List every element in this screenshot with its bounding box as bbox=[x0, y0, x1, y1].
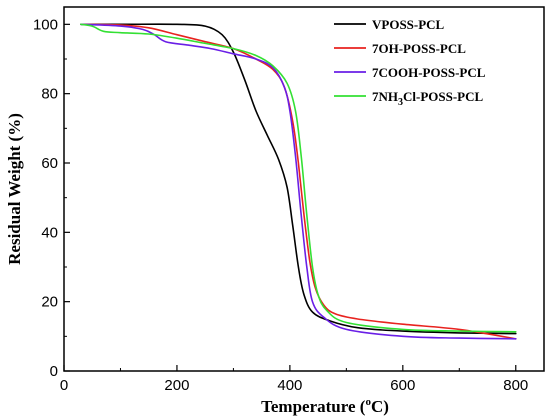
legend-label-7nh3cl-poss-pcl: 7NH3Cl-POSS-PCL bbox=[372, 89, 484, 108]
series-line-vposs-pcl bbox=[80, 23, 517, 335]
y-tick-label: 100 bbox=[33, 16, 58, 33]
x-axis-title: Temperature (oC) bbox=[261, 396, 389, 416]
y-tick-label: 0 bbox=[50, 363, 58, 380]
legend-label-7oh-poss-pcl: 7OH-POSS-PCL bbox=[372, 41, 466, 56]
x-tick-label: 0 bbox=[60, 377, 68, 394]
y-axis-ticks: 0 20 40 60 80 100 bbox=[33, 16, 70, 380]
y-axis-title: Residual Weight (%) bbox=[5, 113, 24, 265]
plot-frame bbox=[63, 6, 545, 372]
y-tick-label: 60 bbox=[41, 155, 58, 172]
series-line-7oh-poss-pcl bbox=[80, 23, 517, 340]
x-tick-label: 800 bbox=[503, 377, 528, 394]
y-tick-label: 20 bbox=[41, 294, 58, 311]
legend: VPOSS-PCL 7OH-POSS-PCL 7COOH-POSS-PCL 7NH3C… bbox=[334, 17, 486, 108]
series-line-7nh3cl-poss-pcl bbox=[80, 23, 517, 333]
legend-label-7cooh-poss-pcl: 7COOH-POSS-PCL bbox=[372, 65, 486, 80]
x-axis-title-sup: o bbox=[365, 396, 371, 408]
x-axis-ticks: 0 200 400 600 800 bbox=[60, 365, 528, 394]
series-line-7cooh-poss-pcl bbox=[80, 23, 517, 340]
x-tick-label: 400 bbox=[277, 377, 302, 394]
y-tick-label: 40 bbox=[41, 224, 58, 241]
series-lines bbox=[80, 23, 517, 340]
x-axis-title-main: Temperature ( bbox=[261, 397, 366, 416]
y-tick-label: 80 bbox=[41, 86, 58, 103]
x-tick-label: 600 bbox=[390, 377, 415, 394]
x-axis-title-tail: C) bbox=[371, 397, 389, 416]
x-tick-label: 200 bbox=[164, 377, 189, 394]
legend-label-vposs-pcl: VPOSS-PCL bbox=[372, 17, 445, 32]
